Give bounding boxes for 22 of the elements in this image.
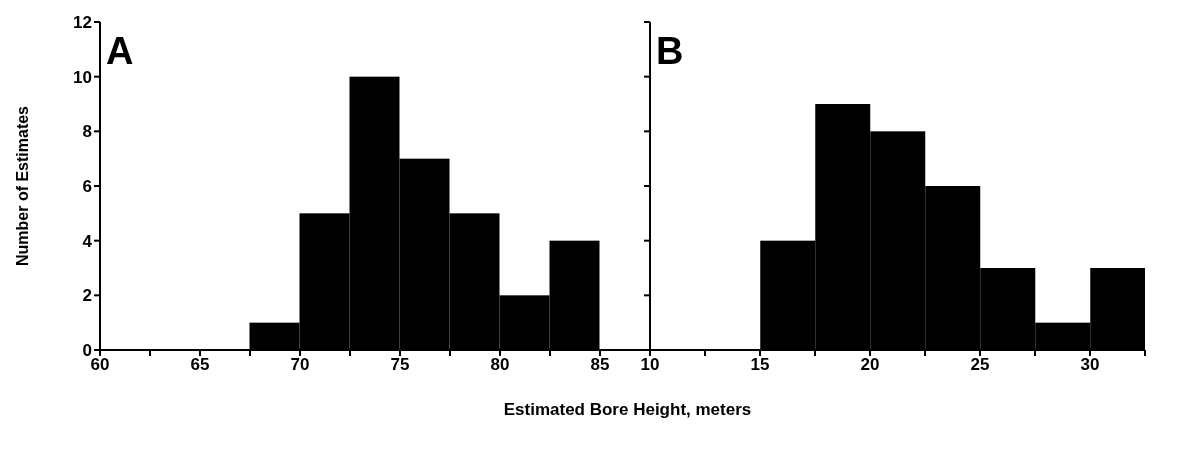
y-tick-label: 0: [82, 341, 92, 361]
x-tick-label: 65: [190, 355, 210, 375]
y-tick-label: 6: [82, 177, 92, 197]
x-tick-label: 10: [640, 355, 660, 375]
x-tick-label: 25: [970, 355, 990, 375]
y-axis-title: Number of Estimates: [13, 105, 31, 267]
y-tick-label: 10: [73, 67, 92, 87]
y-tick-label: 4: [82, 231, 93, 251]
x-tick-label: 30: [1080, 355, 1100, 375]
x-tick-label: 70: [290, 355, 310, 375]
x-tick-label: 15: [750, 355, 770, 375]
x-tick-label: 20: [860, 355, 880, 375]
y-tick-label: 8: [82, 122, 92, 142]
y-tick-label: 12: [73, 13, 92, 33]
annotation: B: [656, 30, 684, 72]
x-tick-label: 60: [90, 355, 110, 375]
x-tick-label: 80: [490, 355, 510, 375]
y-tick-label: 2: [82, 286, 92, 306]
x-tick-label: 85: [590, 355, 610, 375]
x-tick-label: 75: [390, 355, 410, 375]
annotation: A: [106, 30, 134, 72]
x-axis-title: Estimated Bore Height, meters: [502, 400, 753, 420]
